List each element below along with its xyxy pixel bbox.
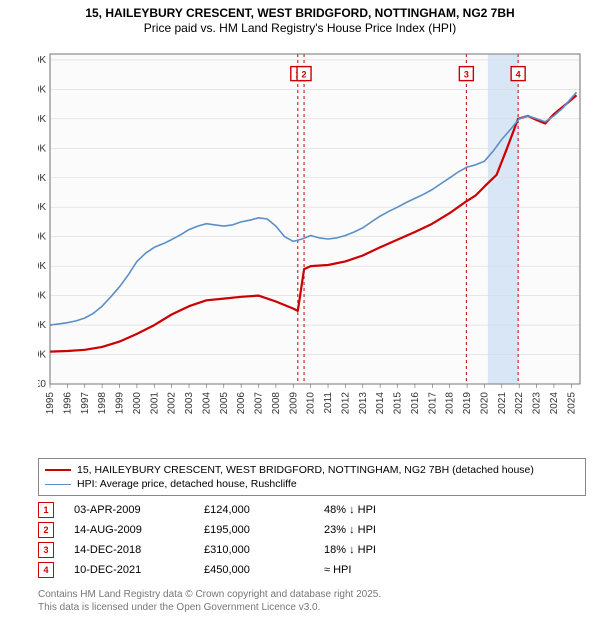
svg-text:2010: 2010 — [306, 392, 317, 415]
event-date: 14-DEC-2018 — [74, 544, 204, 556]
legend-swatch — [45, 469, 71, 471]
svg-text:£400K: £400K — [38, 143, 46, 154]
event-row: 3 14-DEC-2018£310,00018% ↓ HPI — [38, 540, 586, 560]
svg-text:2011: 2011 — [323, 392, 334, 414]
event-date: 14-AUG-2009 — [74, 524, 204, 536]
svg-text:2: 2 — [302, 70, 307, 80]
svg-text:2002: 2002 — [167, 392, 178, 415]
line-chart: £0 £50K £100K £150K £200K £250K £300K £350K £400… — [38, 46, 588, 426]
event-row: 4 10-DEC-2021£450,000≈ HPI — [38, 560, 586, 580]
svg-text:1998: 1998 — [97, 392, 108, 415]
legend-swatch — [45, 484, 71, 485]
legend-item: 15, HAILEYBURY CRESCENT, WEST BRIDGFORD,… — [45, 463, 579, 477]
svg-text:2023: 2023 — [532, 392, 543, 415]
svg-text:£50K: £50K — [38, 350, 46, 361]
chart-area: £0 £50K £100K £150K £200K £250K £300K £350K £400… — [38, 46, 588, 426]
svg-text:2014: 2014 — [375, 392, 386, 415]
svg-text:2004: 2004 — [201, 392, 212, 415]
svg-text:£300K: £300K — [38, 202, 46, 213]
event-price: £195,000 — [204, 524, 324, 536]
svg-text:£250K: £250K — [38, 232, 46, 243]
svg-text:1997: 1997 — [80, 392, 91, 415]
svg-text:2018: 2018 — [445, 392, 456, 415]
svg-text:£550K: £550K — [38, 55, 46, 66]
event-delta: 18% ↓ HPI — [324, 544, 464, 556]
legend: 15, HAILEYBURY CRESCENT, WEST BRIDGFORD,… — [38, 458, 586, 496]
event-date: 10-DEC-2021 — [74, 564, 204, 576]
legend-label: HPI: Average price, detached house, Rush… — [77, 478, 297, 490]
svg-text:£200K: £200K — [38, 261, 46, 272]
svg-text:£100K: £100K — [38, 320, 46, 331]
event-marker-icon: 1 — [38, 502, 54, 518]
svg-text:2006: 2006 — [236, 392, 247, 415]
svg-text:2021: 2021 — [497, 392, 508, 415]
svg-text:2017: 2017 — [427, 392, 438, 415]
svg-text:2022: 2022 — [514, 392, 525, 415]
svg-text:£0: £0 — [38, 379, 46, 390]
event-row: 1 03-APR-2009£124,00048% ↓ HPI — [38, 500, 586, 520]
events-table: 1 03-APR-2009£124,00048% ↓ HPI 2 14-AUG-200… — [38, 500, 586, 580]
event-price: £124,000 — [204, 504, 324, 516]
event-delta: 23% ↓ HPI — [324, 524, 464, 536]
svg-text:2000: 2000 — [132, 392, 143, 415]
svg-text:2008: 2008 — [271, 392, 282, 415]
svg-text:2016: 2016 — [410, 392, 421, 415]
svg-text:2009: 2009 — [288, 392, 299, 415]
event-price: £310,000 — [204, 544, 324, 556]
title-line1: 15, HAILEYBURY CRESCENT, WEST BRIDGFORD,… — [0, 6, 600, 21]
event-delta: 48% ↓ HPI — [324, 504, 464, 516]
svg-text:2003: 2003 — [184, 392, 195, 415]
event-marker-icon: 2 — [38, 522, 54, 538]
footer-line1: Contains HM Land Registry data © Crown c… — [38, 589, 381, 602]
svg-text:2025: 2025 — [566, 392, 577, 415]
svg-text:3: 3 — [464, 70, 469, 80]
event-delta: ≈ HPI — [324, 564, 464, 576]
svg-text:2001: 2001 — [149, 392, 160, 415]
event-marker-icon: 3 — [38, 542, 54, 558]
svg-text:2024: 2024 — [549, 392, 560, 415]
svg-text:2007: 2007 — [254, 392, 265, 415]
footer-attribution: Contains HM Land Registry data © Crown c… — [38, 589, 381, 614]
event-date: 03-APR-2009 — [74, 504, 204, 516]
svg-text:£350K: £350K — [38, 173, 46, 184]
svg-text:2012: 2012 — [340, 392, 351, 415]
svg-text:2019: 2019 — [462, 392, 473, 415]
footer-line2: This data is licensed under the Open Gov… — [38, 602, 381, 615]
svg-text:£450K: £450K — [38, 114, 46, 125]
svg-text:£150K: £150K — [38, 291, 46, 302]
svg-text:4: 4 — [516, 70, 521, 80]
title-line2: Price paid vs. HM Land Registry's House … — [0, 21, 600, 36]
event-price: £450,000 — [204, 564, 324, 576]
svg-text:1996: 1996 — [62, 392, 73, 415]
event-row: 2 14-AUG-2009£195,00023% ↓ HPI — [38, 520, 586, 540]
svg-text:1995: 1995 — [45, 392, 56, 415]
svg-text:£500K: £500K — [38, 84, 46, 95]
legend-item: HPI: Average price, detached house, Rush… — [45, 477, 579, 491]
svg-text:2015: 2015 — [393, 392, 404, 415]
svg-text:2020: 2020 — [479, 392, 490, 415]
svg-text:2005: 2005 — [219, 392, 230, 415]
legend-label: 15, HAILEYBURY CRESCENT, WEST BRIDGFORD,… — [77, 464, 534, 476]
svg-text:2013: 2013 — [358, 392, 369, 415]
chart-title: 15, HAILEYBURY CRESCENT, WEST BRIDGFORD,… — [0, 0, 600, 36]
event-marker-icon: 4 — [38, 562, 54, 578]
svg-text:1999: 1999 — [115, 392, 126, 415]
